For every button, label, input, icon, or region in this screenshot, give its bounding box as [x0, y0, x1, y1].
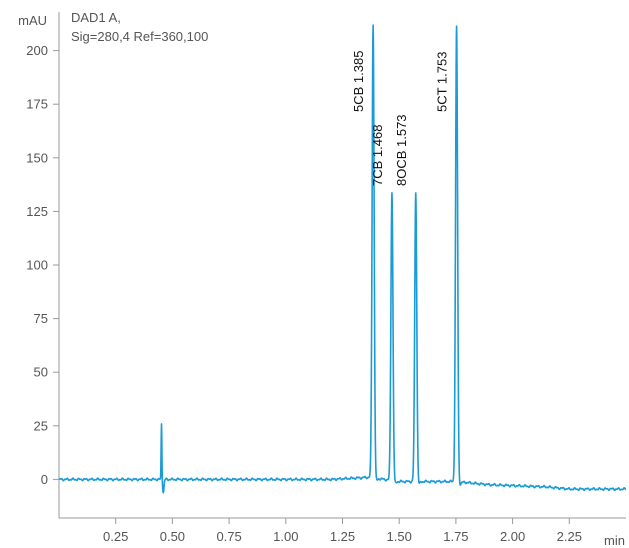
- chart-title: DAD1 A, Sig=280,4 Ref=360,100: [71, 10, 208, 44]
- x-tick-label: 0.75: [216, 529, 241, 544]
- y-tick-label: 75: [34, 311, 48, 326]
- peak-label: 5CB 1.385: [351, 51, 366, 112]
- peak-labels: 5CB 1.385 7CB 1.468 8OCB 1.573 5CT 1.753: [351, 51, 449, 186]
- y-tick-label: 100: [26, 258, 48, 273]
- chart-title-line: Sig=280,4 Ref=360,100: [71, 29, 208, 44]
- x-tick-label: 1.75: [443, 529, 468, 544]
- x-tick-label: 1.50: [387, 529, 412, 544]
- y-tick-label: 50: [34, 365, 48, 380]
- peak-label: 5CT 1.753: [435, 52, 450, 112]
- y-tick-label: 150: [26, 150, 48, 165]
- x-tick-label: 1.00: [273, 529, 298, 544]
- y-tick-label: 200: [26, 43, 48, 58]
- x-axis-label: min: [604, 533, 625, 548]
- x-tick-label: 0.50: [160, 529, 185, 544]
- y-tick-label: 25: [34, 418, 48, 433]
- peak-label: 7CB 1.468: [370, 125, 385, 186]
- y-tick-label: 125: [26, 204, 48, 219]
- x-tick-label: 0.25: [103, 529, 128, 544]
- x-tick-label: 1.25: [330, 529, 355, 544]
- chromatogram-trace: [58, 24, 627, 494]
- y-tick-label: 0: [41, 472, 48, 487]
- x-tick-label: 2.00: [500, 529, 525, 544]
- y-tick-label: 175: [26, 97, 48, 112]
- peak-label: 8OCB 1.573: [394, 114, 409, 186]
- y-axis-ticks: 0 25 50 75 100 125 150 175 200: [26, 43, 59, 487]
- x-axis-ticks: 0.25 0.50 0.75 1.00 1.25 1.50 1.75 2.00 2.25: [103, 518, 582, 544]
- chart-title-line: DAD1 A,: [71, 10, 121, 25]
- x-tick-label: 2.25: [557, 529, 582, 544]
- y-axis-label: mAU: [18, 13, 47, 28]
